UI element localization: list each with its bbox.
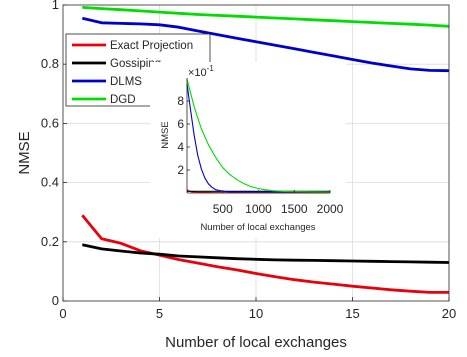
main-chart: 0 5 10 15 20 0 0.2 0.4 0.6 0.8 1 Number of local e… <box>16 0 456 351</box>
main-x-tick-label: 20 <box>442 306 456 321</box>
main-x-tick-label: 10 <box>249 306 263 321</box>
inset-series-group <box>186 79 331 194</box>
legend-label-4: DGD <box>110 94 136 106</box>
main-y-tick-label: 0.6 <box>41 115 59 130</box>
inset-series-line-4 <box>186 79 331 193</box>
main-x-tick-label: 15 <box>345 306 359 321</box>
inset-y-tick-label: 2 <box>177 163 184 177</box>
inset-y-tick-label: 4 <box>177 140 184 154</box>
inset-x-axis-label: Number of local exchanges <box>200 222 315 233</box>
inset-multiplier: ×10-1 <box>188 64 214 79</box>
main-y-tick-label: 1 <box>52 0 59 12</box>
legend-label-2: Gossiping <box>110 58 161 70</box>
main-y-axis-label: NMSE <box>16 131 33 174</box>
main-x-tick-label: 0 <box>59 306 66 321</box>
legend-items: Exact Projection Gossiping DLMS DGD <box>72 40 193 106</box>
inset-x-tick-label: 2000 <box>317 202 344 216</box>
inset-series-line-3 <box>186 83 330 193</box>
main-y-tick-label: 0.2 <box>41 234 59 249</box>
main-y-tick-label: 0.4 <box>41 175 59 190</box>
main-series-line-4 <box>82 6 450 28</box>
main-series-line-2 <box>82 243 450 264</box>
inset-multiplier-base: ×10 <box>188 67 207 79</box>
main-y-tick-label: 0 <box>52 293 59 308</box>
main-x-axis-label: Number of local exchanges <box>165 334 347 351</box>
main-y-tick-label: 0.8 <box>41 56 59 71</box>
inset-background <box>150 62 346 238</box>
inset-y-tick-label: 8 <box>177 94 184 108</box>
legend-label-3: DLMS <box>110 76 142 88</box>
inset-ticks: 500 1000 1500 2000 2 4 6 8 <box>177 94 343 216</box>
inset-x-tick-label: 1000 <box>245 202 272 216</box>
inset-y-axis-label: NMSE <box>160 121 171 148</box>
inset-y-tick-label: 6 <box>177 117 184 131</box>
inset-x-tick-label: 1500 <box>281 202 308 216</box>
inset-multiplier-exponent: -1 <box>207 64 215 73</box>
inset-chart: 500 1000 1500 2000 2 4 6 8 ×10-1 Number of loca… <box>150 62 346 238</box>
main-series-line-1 <box>81 214 449 294</box>
inset-x-tick-label: 500 <box>213 202 233 216</box>
main-series-group <box>81 6 450 294</box>
legend-label-1: Exact Projection <box>110 40 193 52</box>
main-ticks: 0 5 10 15 20 0 0.2 0.4 0.6 0.8 1 <box>41 0 456 321</box>
main-series-line-3 <box>81 16 450 73</box>
main-x-tick-label: 5 <box>156 306 163 321</box>
